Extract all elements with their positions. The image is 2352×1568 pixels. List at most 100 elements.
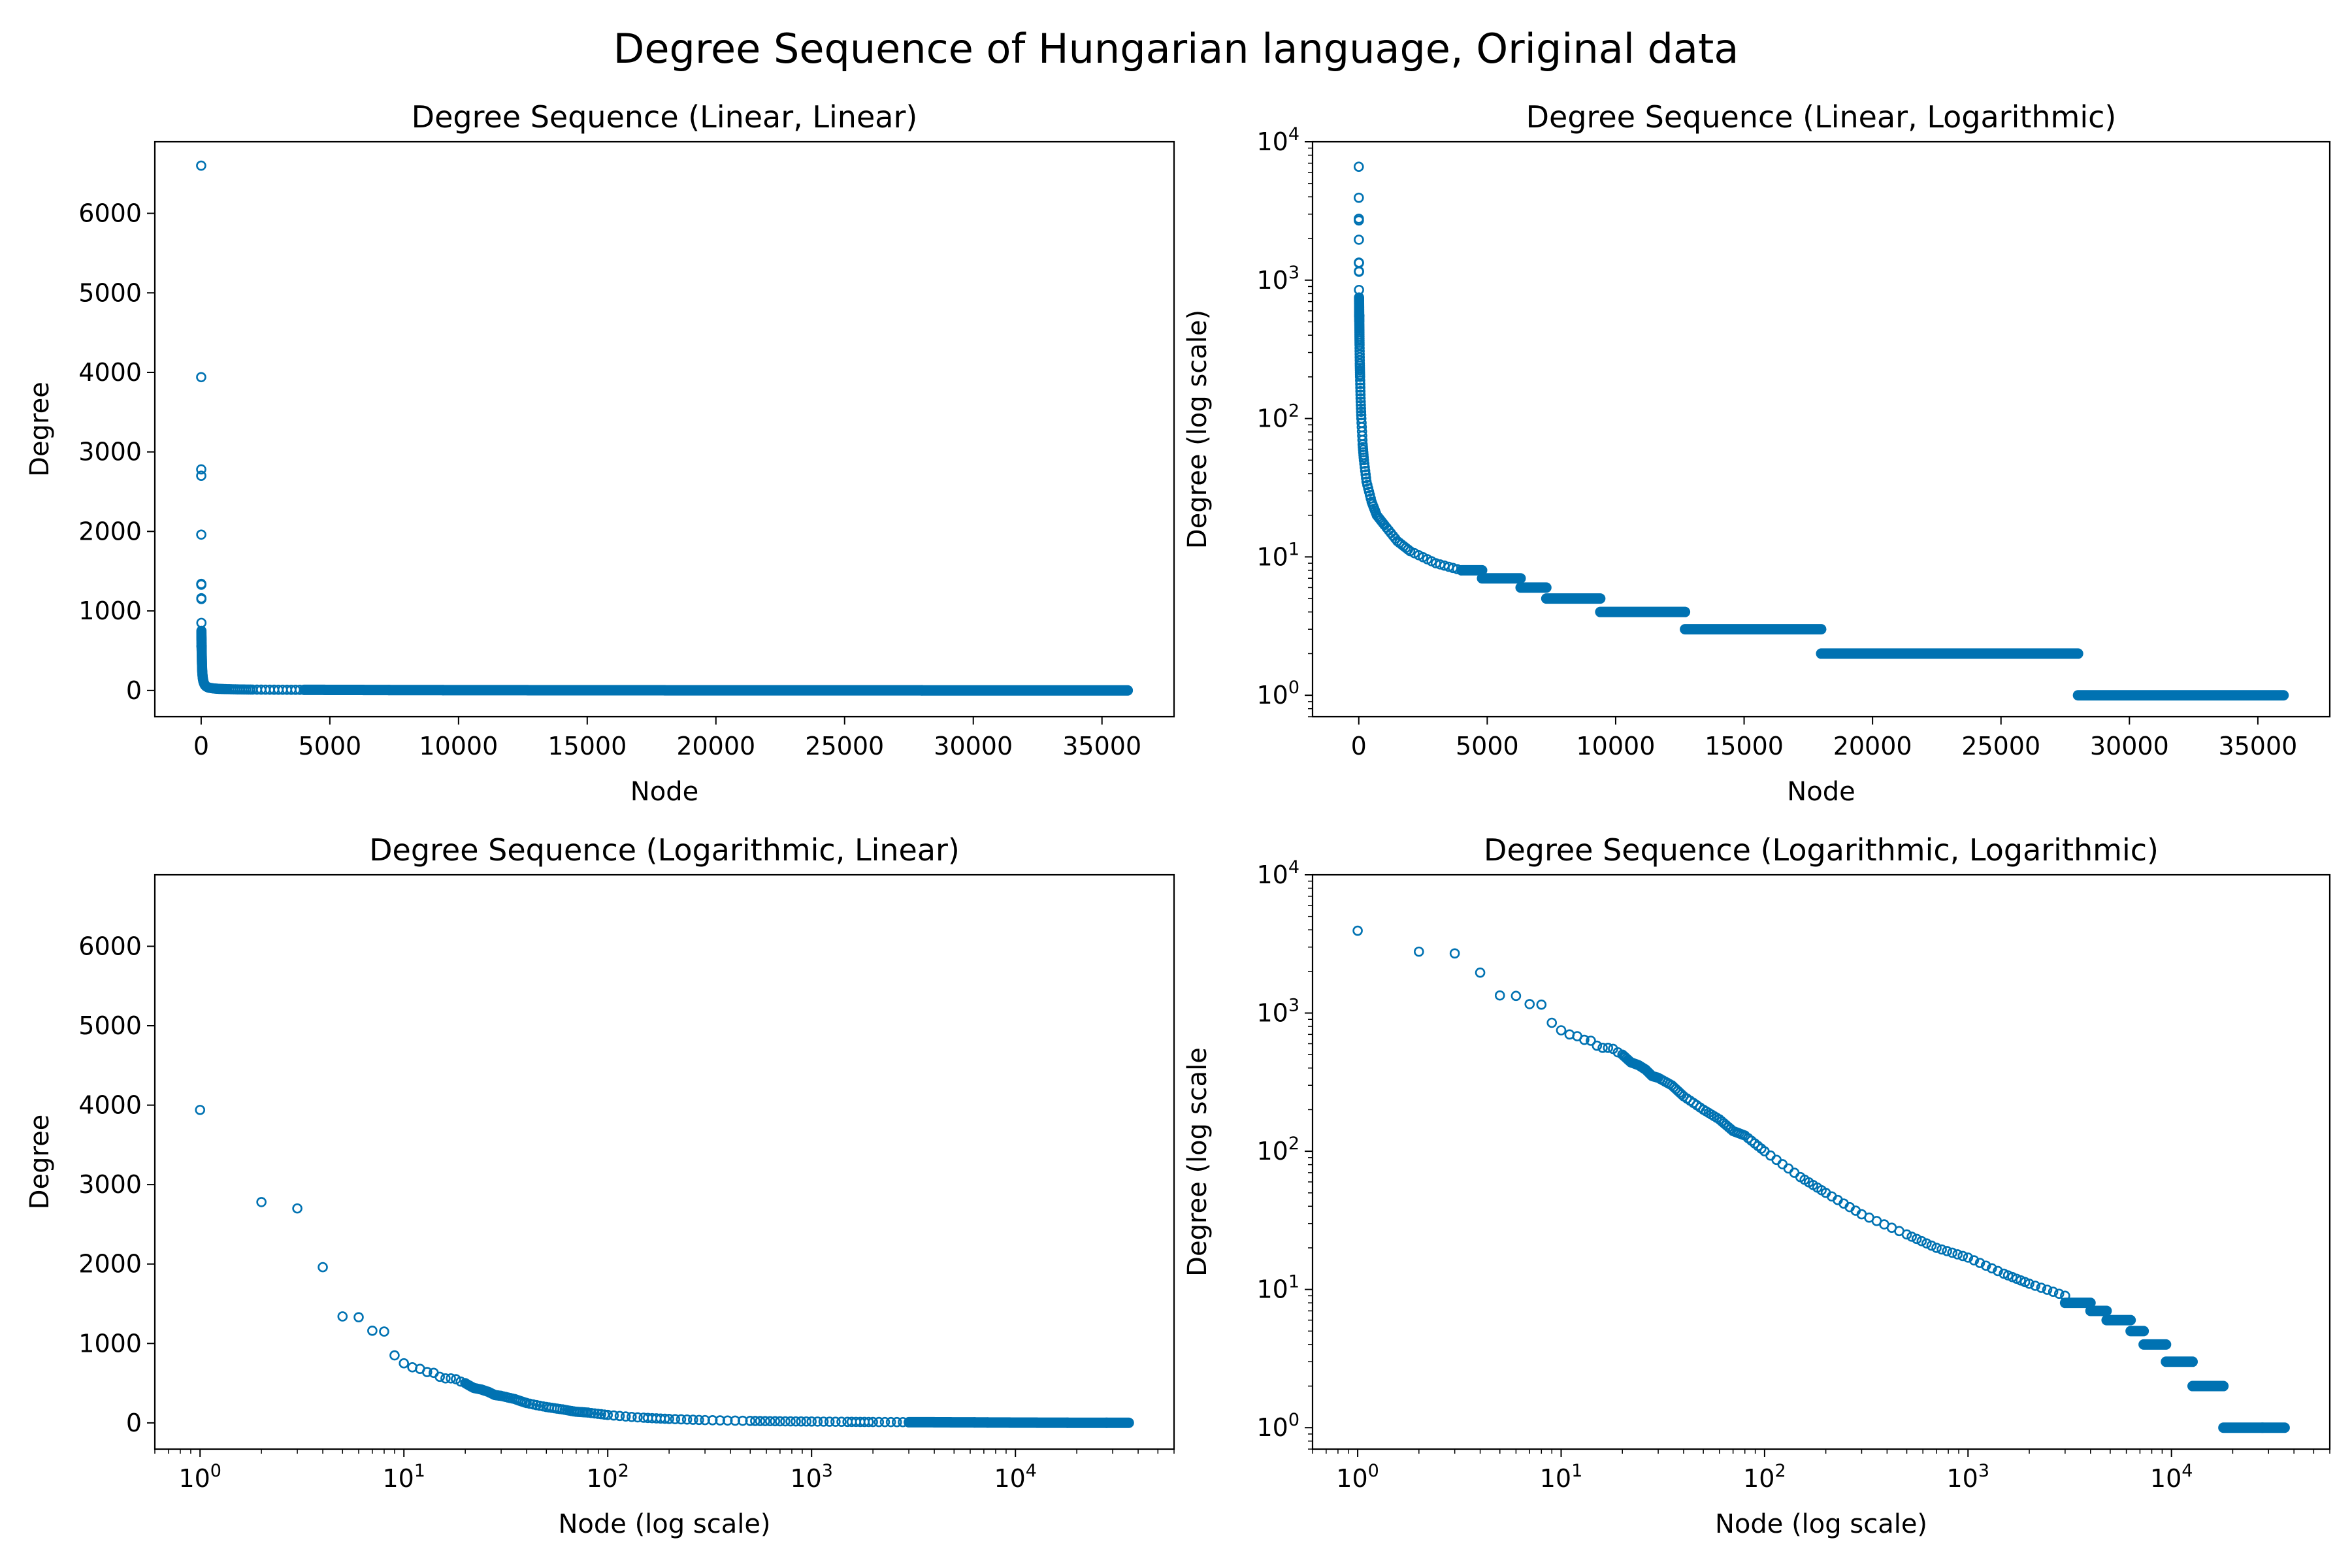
x-tick-label: 103	[1947, 1461, 1990, 1493]
data-point	[1771, 1154, 1782, 1166]
data-point	[1360, 462, 1370, 473]
y-tick-label: 102	[1256, 401, 1299, 433]
data-point	[290, 685, 301, 695]
data-point	[1777, 1159, 1788, 1169]
data-point	[627, 1411, 637, 1422]
y-tick-label: 103	[1256, 263, 1299, 295]
data-point	[608, 1410, 619, 1421]
subplot-3: Degree Sequence (Logarithmic, Linear) Nod…	[25, 832, 1175, 1539]
data-point	[655, 1413, 666, 1424]
data-point	[700, 1414, 710, 1426]
data-point	[791, 1416, 801, 1427]
data-point	[859, 1416, 870, 1428]
subplot-title: Degree Sequence (Linear, Linear)	[412, 99, 918, 135]
subplot-title: Degree Sequence (Logarithmic, Linear)	[369, 832, 960, 868]
y-tick-label: 1000	[78, 596, 142, 625]
x-tick-label: 25000	[1961, 732, 2040, 760]
data-point	[295, 685, 305, 695]
axes-frame	[154, 140, 1175, 718]
data-point	[1765, 1150, 1776, 1161]
data-point	[824, 1416, 835, 1427]
data-point	[1816, 1184, 1827, 1196]
data-point	[602, 1409, 613, 1420]
data-point	[1556, 1025, 1567, 1036]
data-point	[1931, 1243, 1942, 1253]
x-tick-label: 20000	[676, 732, 755, 760]
data-point	[1356, 400, 1366, 410]
data-point	[1360, 469, 1371, 480]
data-point	[1353, 161, 1364, 172]
x-axis-label: Node	[1787, 777, 1855, 807]
data-point	[196, 529, 206, 540]
data-point	[196, 580, 206, 590]
data-point	[1357, 434, 1368, 446]
data-point	[1894, 1226, 1904, 1237]
data-point	[1936, 1244, 1947, 1255]
y-tick-label: 1000	[78, 1329, 142, 1358]
subplot-2: Degree Sequence (Linear, Logarithmic) Nod…	[1183, 99, 2331, 807]
y-tick-label: 5000	[78, 278, 142, 307]
x-tick-label: 5000	[299, 732, 362, 760]
data-point	[1359, 459, 1370, 469]
x-tick-label: 35000	[1062, 732, 1141, 760]
data-point	[1756, 1143, 1767, 1154]
data-point	[760, 1416, 770, 1426]
data-point	[353, 1312, 364, 1322]
x-tick-label: 10000	[1576, 732, 1656, 760]
data-point	[681, 1414, 693, 1425]
data-point	[863, 1416, 874, 1428]
data-point	[555, 1403, 565, 1414]
subplot-title: Degree Sequence (Linear, Logarithmic)	[1526, 99, 2117, 135]
data-point	[1356, 403, 1366, 414]
data-point	[1414, 946, 1424, 957]
data-point	[806, 1416, 817, 1427]
data-point	[599, 1409, 610, 1420]
x-tick-label: 100	[178, 1461, 221, 1493]
data-point	[770, 1416, 781, 1427]
data-point	[1942, 1246, 1952, 1256]
data-point	[1723, 1122, 1734, 1133]
data-point	[2019, 1277, 2031, 1288]
y-tick-label: 0	[126, 1409, 142, 1437]
y-tick-label: 100	[1256, 678, 1299, 710]
data-point	[1401, 542, 1411, 553]
data-point	[1354, 267, 1364, 277]
y-tick-label: 104	[1256, 857, 1299, 889]
data-point	[379, 1326, 389, 1337]
x-axis-label: Node (log scale)	[1715, 1509, 1927, 1539]
subplot-4: Degree Sequence (Logarithmic, Logarithmi…	[1183, 832, 2331, 1539]
data-point	[1980, 1260, 1991, 1271]
y-tick-label: 6000	[78, 199, 142, 228]
data-point	[1355, 385, 1366, 397]
data-point	[1358, 452, 1369, 463]
data-point	[1524, 999, 1535, 1009]
data-point	[620, 1411, 631, 1422]
data-point	[632, 1412, 643, 1423]
data-point	[1579, 1034, 1590, 1045]
data-point	[670, 1414, 681, 1424]
data-point	[1360, 465, 1371, 476]
data-point	[2053, 1288, 2065, 1299]
data-point	[764, 1416, 776, 1427]
x-tick-label: 100	[1336, 1461, 1379, 1493]
data-point	[780, 1416, 791, 1427]
data-point	[801, 1416, 811, 1427]
axes-frame	[1311, 874, 2331, 1450]
data-point	[1475, 967, 1486, 978]
data-point	[796, 1416, 806, 1427]
data-point	[1921, 1238, 1932, 1249]
data-point	[1354, 192, 1364, 203]
y-axis-label: Degree	[25, 1115, 55, 1210]
data-point	[1355, 378, 1365, 389]
x-axis-label: Node	[630, 777, 698, 807]
x-tick-label: 104	[2150, 1461, 2193, 1493]
x-axis-label: Node (log scale)	[558, 1509, 770, 1539]
data-point	[1957, 1250, 1968, 1262]
data-point	[676, 1414, 687, 1425]
x-tick-label: 102	[1743, 1461, 1786, 1493]
data-point	[256, 1197, 267, 1207]
data-point	[1511, 990, 1522, 1002]
y-tick-label: 101	[1256, 539, 1299, 571]
x-tick-label: 10000	[419, 732, 498, 760]
